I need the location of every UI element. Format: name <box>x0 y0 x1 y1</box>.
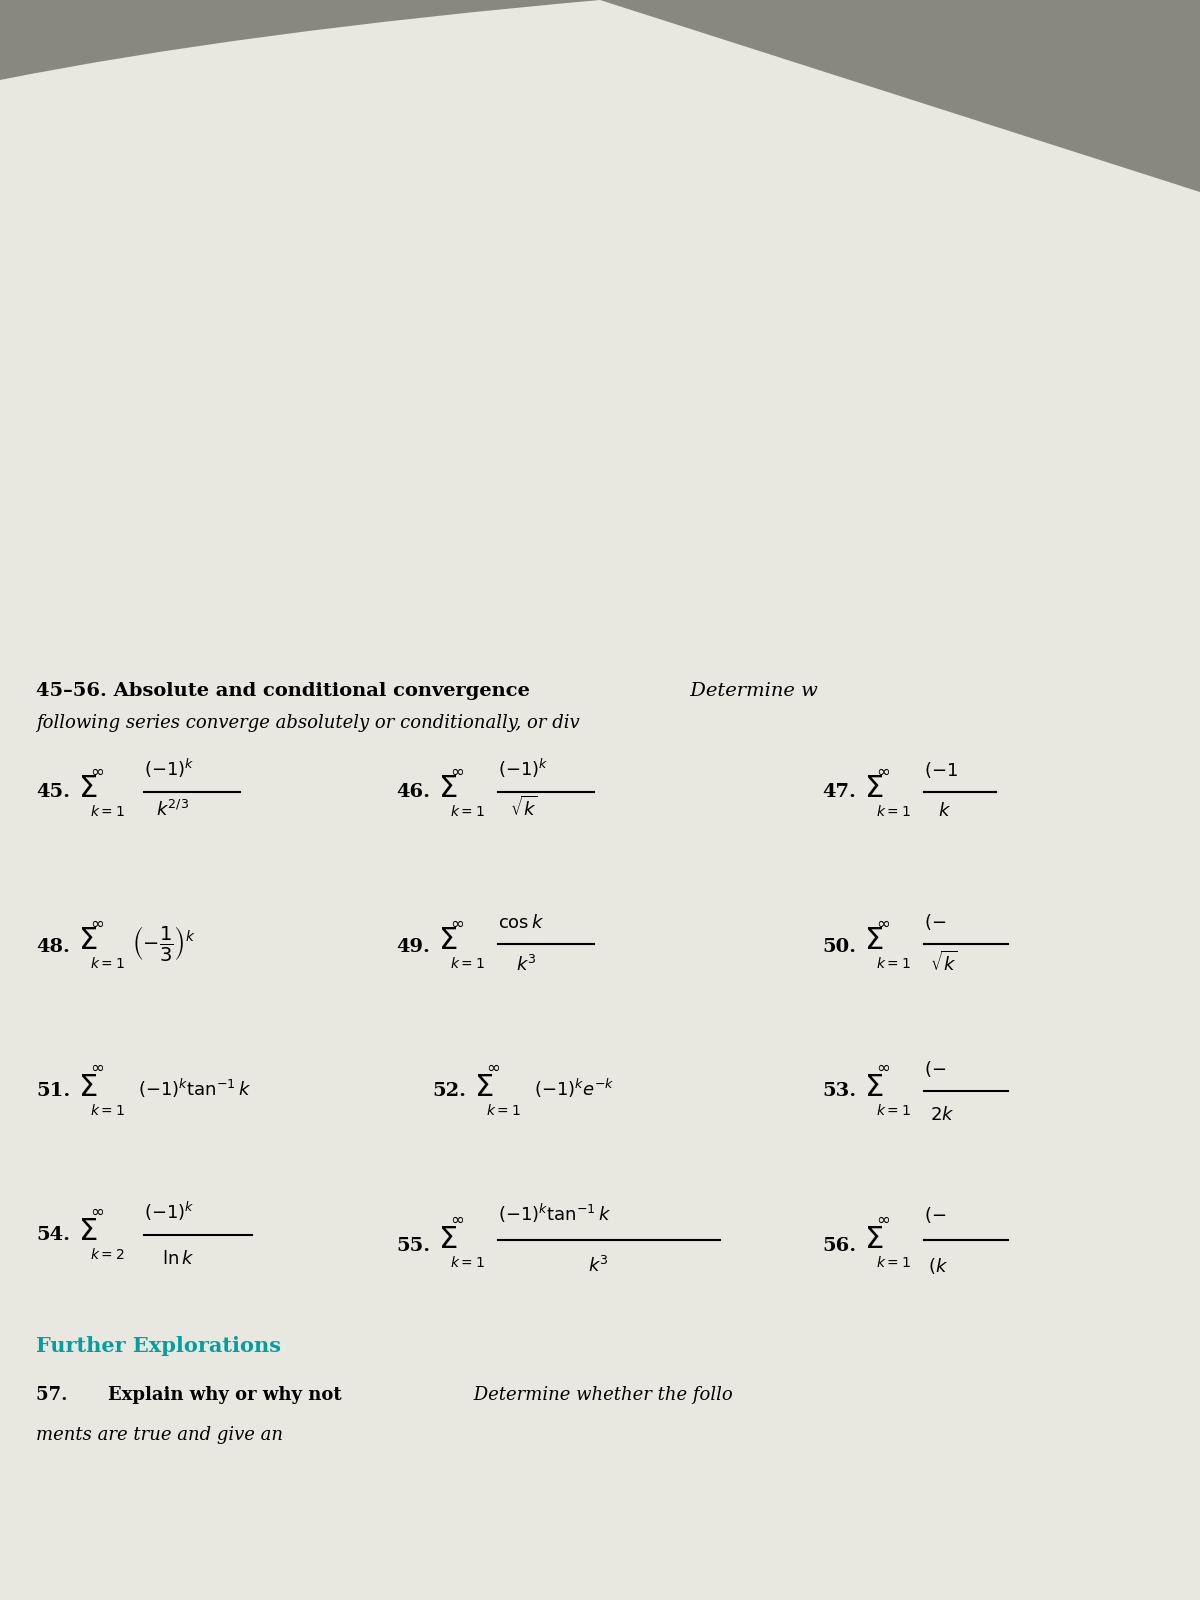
Text: $\Sigma$: $\Sigma$ <box>78 1072 97 1102</box>
Text: $k=1$: $k=1$ <box>486 1104 521 1118</box>
Text: Further Explorations: Further Explorations <box>36 1336 281 1357</box>
Text: $\Sigma$: $\Sigma$ <box>78 925 97 955</box>
Text: $\Sigma$: $\Sigma$ <box>864 1072 883 1102</box>
Text: $\Sigma$: $\Sigma$ <box>438 773 457 803</box>
Text: $k=1$: $k=1$ <box>876 1254 911 1270</box>
Text: $k=1$: $k=1$ <box>450 1254 485 1270</box>
Text: $(-1$: $(-1$ <box>924 760 958 781</box>
Text: following series converge absolutely or conditionally, or div: following series converge absolutely or … <box>36 714 580 731</box>
Text: Determine w: Determine w <box>684 682 818 701</box>
Text: $\left(-\dfrac{1}{3}\right)^k$: $\left(-\dfrac{1}{3}\right)^k$ <box>132 923 196 963</box>
Text: $\infty$: $\infty$ <box>876 762 890 781</box>
Text: $\infty$: $\infty$ <box>486 1058 500 1075</box>
Text: $(-$: $(-$ <box>924 1059 946 1078</box>
Text: 48.: 48. <box>36 938 70 955</box>
FancyBboxPatch shape <box>0 0 1200 400</box>
Text: $\infty$: $\infty$ <box>90 762 104 781</box>
Text: $\sqrt{k}$: $\sqrt{k}$ <box>510 795 538 819</box>
Text: $\infty$: $\infty$ <box>450 1210 464 1229</box>
Text: $k=1$: $k=1$ <box>876 955 911 971</box>
Text: 54.: 54. <box>36 1226 70 1245</box>
Text: 46.: 46. <box>396 782 430 800</box>
Text: $\infty$: $\infty$ <box>450 914 464 931</box>
Text: $k=1$: $k=1$ <box>90 955 125 971</box>
Text: $k=1$: $k=1$ <box>876 803 911 819</box>
Text: $(-1)^k e^{-k}$: $(-1)^k e^{-k}$ <box>534 1077 614 1101</box>
Text: $\Sigma$: $\Sigma$ <box>474 1072 493 1102</box>
Text: $k^3$: $k^3$ <box>516 955 536 974</box>
Text: $(-1)^k$: $(-1)^k$ <box>144 1200 194 1224</box>
Text: $\Sigma$: $\Sigma$ <box>438 925 457 955</box>
Text: $\infty$: $\infty$ <box>450 762 464 781</box>
Text: $\infty$: $\infty$ <box>90 1202 104 1219</box>
Text: Explain why or why not: Explain why or why not <box>108 1386 342 1405</box>
Text: $\Sigma$: $\Sigma$ <box>864 925 883 955</box>
Text: $\infty$: $\infty$ <box>876 1210 890 1229</box>
Text: $\Sigma$: $\Sigma$ <box>864 1224 883 1254</box>
Text: 52.: 52. <box>432 1082 466 1101</box>
Text: $\sqrt{k}$: $\sqrt{k}$ <box>930 950 958 974</box>
Text: $(-$: $(-$ <box>924 1205 946 1226</box>
Text: 47.: 47. <box>822 782 856 800</box>
Text: $(-1)^k \tan^{-1} k$: $(-1)^k \tan^{-1} k$ <box>498 1202 611 1226</box>
Text: $k=1$: $k=1$ <box>876 1104 911 1118</box>
Text: $\infty$: $\infty$ <box>876 1058 890 1075</box>
Text: 51.: 51. <box>36 1082 71 1101</box>
Text: Determine whether the follo: Determine whether the follo <box>468 1386 733 1405</box>
Text: 55.: 55. <box>396 1237 430 1254</box>
Text: 45.: 45. <box>36 782 70 800</box>
Text: $(k$: $(k$ <box>928 1256 948 1277</box>
Text: $\Sigma$: $\Sigma$ <box>864 773 883 803</box>
Text: $\infty$: $\infty$ <box>876 914 890 931</box>
Text: $(-1)^k$: $(-1)^k$ <box>144 757 194 781</box>
Text: $k=1$: $k=1$ <box>450 955 485 971</box>
Text: 45–56. Absolute and conditional convergence: 45–56. Absolute and conditional converge… <box>36 682 530 701</box>
Text: 49.: 49. <box>396 938 430 955</box>
Text: $\infty$: $\infty$ <box>90 1058 104 1075</box>
Text: $\cos k$: $\cos k$ <box>498 914 545 931</box>
Text: 56.: 56. <box>822 1237 856 1254</box>
Text: $\Sigma$: $\Sigma$ <box>78 1216 97 1246</box>
Text: $k$: $k$ <box>938 802 952 819</box>
Text: $(-1)^k \tan^{-1} k$: $(-1)^k \tan^{-1} k$ <box>138 1077 251 1101</box>
Text: 57.: 57. <box>36 1386 80 1405</box>
Text: $k=1$: $k=1$ <box>450 803 485 819</box>
Text: $(-1)^k$: $(-1)^k$ <box>498 757 548 781</box>
Text: $k^3$: $k^3$ <box>588 1256 608 1277</box>
Text: $k=2$: $k=2$ <box>90 1248 125 1262</box>
Text: $k^{2/3}$: $k^{2/3}$ <box>156 800 190 819</box>
Text: $\ln k$: $\ln k$ <box>162 1250 194 1267</box>
Text: $k=1$: $k=1$ <box>90 803 125 819</box>
Text: $k=1$: $k=1$ <box>90 1104 125 1118</box>
Text: ments are true and give an: ments are true and give an <box>36 1426 283 1443</box>
Text: $\infty$: $\infty$ <box>90 914 104 931</box>
Text: 50.: 50. <box>822 938 856 955</box>
Text: 53.: 53. <box>822 1082 856 1101</box>
Text: $\Sigma$: $\Sigma$ <box>438 1224 457 1254</box>
Text: $\Sigma$: $\Sigma$ <box>78 773 97 803</box>
Text: $(-$: $(-$ <box>924 912 946 931</box>
Text: $2k$: $2k$ <box>930 1106 954 1123</box>
